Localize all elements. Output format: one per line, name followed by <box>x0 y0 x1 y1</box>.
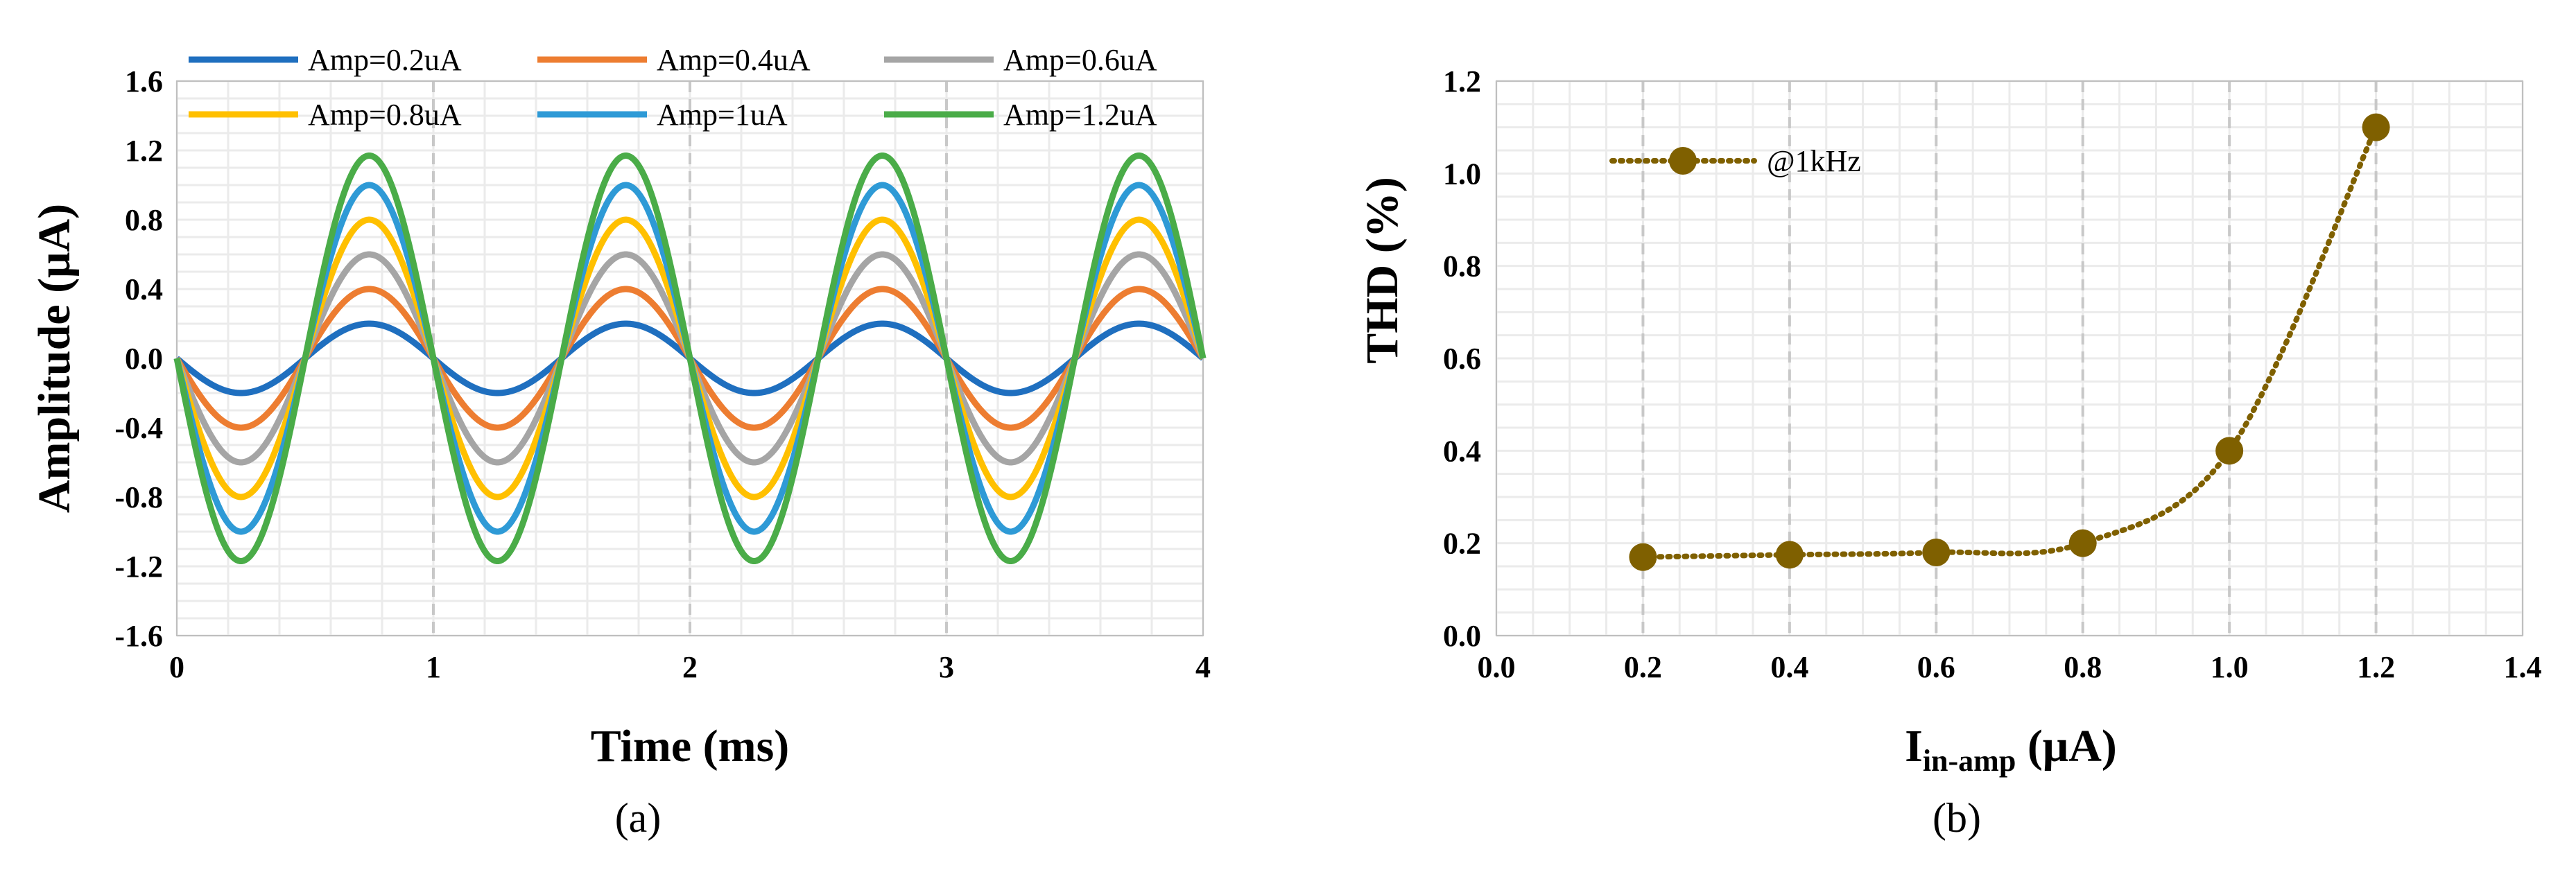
panel-a-y-tick-label: -0.4 <box>114 411 163 445</box>
panel-b-x-tick-label: 0.0 <box>1478 650 1516 684</box>
panel-b-y-tick-label: 0.0 <box>1443 619 1481 653</box>
panel-b-x-axis-title-main: I <box>1905 721 1923 771</box>
panel-a-legend-label: Amp=1.2uA <box>1003 98 1157 132</box>
panel-b-y-tick-labels: 0.0 0.2 0.4 0.6 0.8 1.0 1.2 <box>1443 64 1481 653</box>
panel-b-x-axis-title-unit: (μA) <box>2016 721 2117 771</box>
panel-a-x-tick-label: 0 <box>169 650 184 684</box>
panel-a-x-tick-label: 4 <box>1195 650 1211 684</box>
panel-a-y-tick-label: -1.2 <box>114 550 163 584</box>
panel-a-legend-label: Amp=0.6uA <box>1003 43 1157 77</box>
panel-a-series-line-6 <box>173 152 1207 564</box>
panel-a-y-tick-label: 0.8 <box>125 203 163 237</box>
panel-a-y-tick-labels: -1.6 -1.2 -0.8 -0.4 0.0 0.4 0.8 1.2 1.6 <box>114 64 163 653</box>
panel-b-x-axis-title: Iin-amp (μA) <box>1905 721 2117 778</box>
panel-b-x-axis-title-subscript: in-amp <box>1923 744 2016 778</box>
panel-b-legend: @1kHz <box>1609 144 1861 178</box>
panel-b-data-point <box>1922 539 1951 566</box>
panel-a-x-axis-title: Time (ms) <box>591 721 790 771</box>
panel-a-legend-label: Amp=0.4uA <box>657 43 811 77</box>
panel-b-y-tick-label: 0.8 <box>1443 250 1481 284</box>
panel-b-data-point <box>1629 543 1657 571</box>
panel-b-y-axis-title: THD (%) <box>1357 177 1408 363</box>
panel-b-y-tick-label: 1.0 <box>1443 157 1481 191</box>
panel-a-y-tick-label: 0.4 <box>125 272 163 306</box>
panel-b-x-tick-label: 1.2 <box>2357 650 2395 684</box>
panel-b-data-point <box>2215 437 2244 465</box>
panel-b-plot-frame <box>1496 80 2523 636</box>
panel-b-y-tick-label: 1.2 <box>1443 64 1481 98</box>
panel-b-series-group <box>1629 113 2390 571</box>
panel-a-y-tick-label: 0.0 <box>125 342 163 376</box>
panel-b-chart: 0.0 0.2 0.4 0.6 0.8 1.0 1.2 0.0 0.2 0.4 0.6 0.8 1.0… <box>1357 64 2542 841</box>
panel-a-x-tick-label: 1 <box>426 650 441 684</box>
panel-b-legend-swatch-marker <box>1669 147 1697 175</box>
panel-b-x-tick-label: 0.4 <box>1770 650 1808 684</box>
panel-b-x-tick-label: 0.8 <box>2064 650 2102 684</box>
panel-a-label: (a) <box>615 795 662 841</box>
panel-b-data-point <box>2068 529 2097 557</box>
panel-a-legend-label: Amp=0.8uA <box>308 98 462 132</box>
panel-a-x-tick-label: 3 <box>939 650 954 684</box>
panel-b-y-tick-label: 0.6 <box>1443 342 1481 376</box>
panel-b-y-tick-label: 0.2 <box>1443 527 1481 561</box>
panel-b-label: (b) <box>1933 795 1981 841</box>
panel-b-data-point <box>2362 113 2390 141</box>
panel-a-y-tick-label: -1.6 <box>114 619 163 653</box>
panel-a-chart: -1.6 -1.2 -0.8 -0.4 0.0 0.4 0.8 1.2 1.6 0 1 2 3 4 Am… <box>29 43 1211 841</box>
panel-b-y-tick-label: 0.4 <box>1443 434 1481 468</box>
panel-b-data-point <box>1775 541 1804 569</box>
panel-a-y-tick-label: -0.8 <box>114 480 163 514</box>
panel-a-y-tick-label: 1.2 <box>125 134 163 168</box>
panel-b-x-tick-label: 0.2 <box>1624 650 1662 684</box>
panel-a-x-tick-labels: 0 1 2 3 4 <box>169 650 1211 684</box>
panel-a-x-tick-label: 2 <box>682 650 698 684</box>
panel-a-legend-label: Amp=0.2uA <box>308 43 462 77</box>
panel-b-legend-label: @1kHz <box>1767 144 1861 178</box>
panel-a-y-tick-label: 1.6 <box>125 64 163 98</box>
panel-a-series-group <box>173 152 1207 564</box>
panel-a-gridlines <box>175 80 1204 637</box>
panel-b-x-tick-label: 1.0 <box>2211 650 2249 684</box>
panel-b-x-tick-label: 1.4 <box>2504 650 2542 684</box>
panel-b-x-tick-labels: 0.0 0.2 0.4 0.6 0.8 1.0 1.2 1.4 <box>1478 650 2542 684</box>
panel-a-legend: Amp=0.2uA Amp=0.4uA Amp=0.6uA Amp=0.8uA Amp=… <box>189 43 1157 132</box>
panel-a-y-axis-title: Amplitude (μA) <box>29 204 80 513</box>
panel-b-x-tick-label: 0.6 <box>1917 650 1955 684</box>
panel-a-legend-label: Amp=1uA <box>657 98 788 132</box>
